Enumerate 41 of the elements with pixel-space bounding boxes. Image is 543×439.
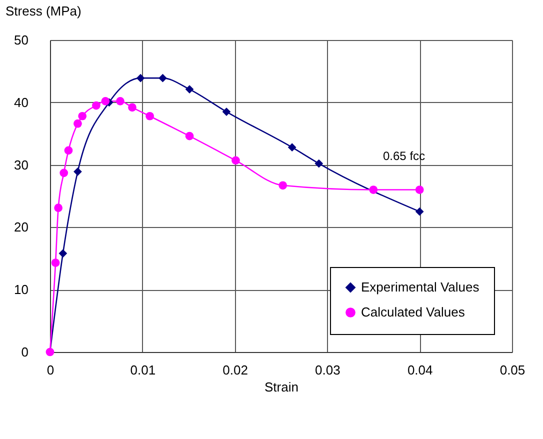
point (60, 168, 68, 178)
point (51, 258, 60, 267)
point (64, 146, 73, 155)
point (185, 132, 194, 140)
point (136, 74, 145, 82)
x-axis-title: Strain (264, 380, 298, 394)
point (74, 119, 82, 128)
point (128, 103, 136, 112)
point (185, 85, 194, 94)
point (415, 207, 424, 216)
y-tick-label: 20 (14, 220, 28, 235)
point (288, 143, 296, 152)
x-tick-label: 0.02 (222, 362, 248, 378)
point (314, 159, 324, 168)
point (92, 101, 100, 110)
x-tick-label: 0 (46, 362, 54, 378)
x-tick-label: 0.01 (130, 362, 156, 378)
point (101, 96, 110, 106)
point (58, 249, 68, 258)
point (415, 186, 424, 194)
point (232, 156, 240, 165)
x-tick-label: 0.04 (407, 362, 433, 378)
legend-label: Calculated Values (361, 304, 466, 320)
y-tick-label: 50 (14, 32, 28, 48)
point (116, 96, 124, 106)
point (146, 112, 154, 120)
legend-label: Experimental Values (361, 280, 480, 294)
x-tick-label: 0.05 (500, 362, 526, 378)
point (78, 112, 87, 120)
point (222, 108, 231, 116)
y-axis-title: Stress (MPa) (6, 4, 82, 18)
y-tick-label: 30 (14, 157, 28, 172)
point (54, 204, 62, 212)
y-tick-label: 10 (14, 282, 28, 298)
y-tick-label: 40 (14, 94, 28, 110)
x-tick-label: 0.03 (315, 362, 340, 378)
y-tick-label: 0 (21, 344, 28, 360)
point (74, 167, 82, 176)
point (278, 181, 288, 190)
point (158, 74, 167, 82)
point (369, 186, 378, 194)
